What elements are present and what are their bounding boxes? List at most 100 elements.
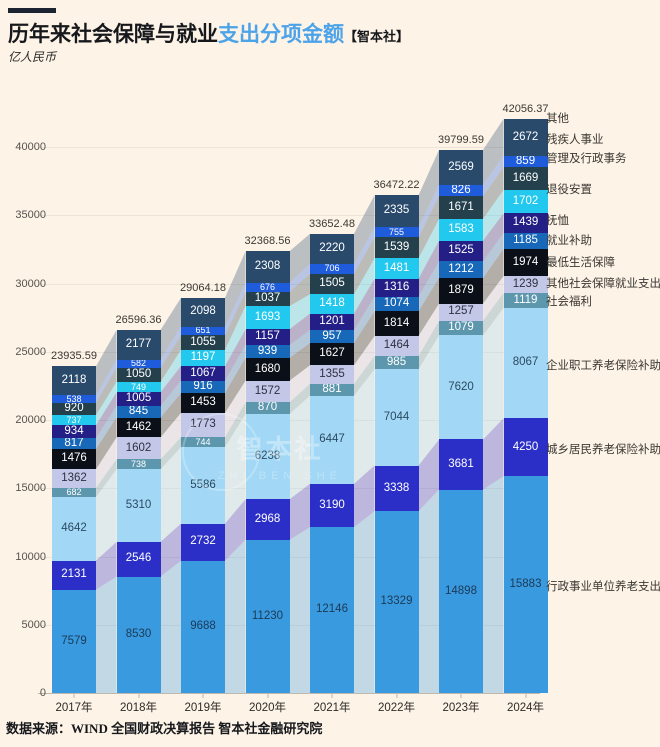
bar-segment[interactable]: 1055: [181, 335, 225, 350]
bar-segment[interactable]: 3338: [374, 465, 419, 512]
bar-segment[interactable]: 2546: [116, 541, 161, 577]
bar-segment[interactable]: 582: [116, 359, 161, 368]
bar-segment[interactable]: 706: [310, 264, 354, 274]
bar-segment[interactable]: 1879: [439, 277, 483, 304]
bar-segment[interactable]: 1439: [503, 213, 548, 233]
legend-item[interactable]: 就业补助: [546, 235, 592, 247]
legend-item[interactable]: 其他: [546, 113, 569, 125]
bar-segment[interactable]: 1481: [374, 258, 419, 279]
bar-segment[interactable]: 4250: [503, 418, 548, 477]
bar-segment[interactable]: 1583: [439, 219, 483, 241]
bar-segment[interactable]: 12146: [310, 527, 354, 693]
bar-segment[interactable]: 1362: [52, 469, 96, 488]
bar-segment[interactable]: 1525: [439, 240, 483, 262]
bar-segment[interactable]: 1185: [503, 232, 548, 250]
bar-column[interactable]: 2118 538 920 737 934 817 1476 1362 682 4642 2131 75…: [51, 350, 97, 714]
bar-segment[interactable]: 6238: [245, 414, 290, 500]
bar-segment[interactable]: 881: [310, 383, 354, 396]
bar-segment[interactable]: 2968: [245, 499, 290, 540]
bar-segment[interactable]: 682: [52, 487, 96, 498]
bar-segment[interactable]: 845: [116, 406, 161, 418]
bar-segment[interactable]: 1462: [116, 417, 161, 438]
bar-segment[interactable]: 2177: [116, 330, 161, 360]
bar-column[interactable]: 2672 859 1669 1702 1439 1185 1974 1239 1119 8067 4…: [503, 103, 549, 714]
bar-segment[interactable]: 651: [181, 326, 225, 336]
bar-segment[interactable]: 8530: [116, 576, 161, 693]
bar-segment[interactable]: 1005: [116, 392, 161, 407]
bar-segment[interactable]: 1355: [310, 365, 354, 384]
bar-segment[interactable]: 826: [439, 184, 483, 197]
bar-segment[interactable]: 985: [374, 356, 419, 370]
bar-segment[interactable]: 939: [245, 345, 290, 358]
bar-segment[interactable]: 15883: [503, 476, 548, 693]
bar-segment[interactable]: 2220: [310, 233, 354, 265]
bar-segment[interactable]: 2118: [52, 366, 96, 396]
legend-item[interactable]: 其他社会保障就业支出: [546, 278, 660, 290]
bar-segment[interactable]: 9688: [181, 560, 225, 693]
bar-segment[interactable]: 957: [310, 330, 354, 344]
bar-segment[interactable]: 1669: [503, 167, 548, 191]
bar-segment[interactable]: 11230: [245, 539, 290, 693]
bar-segment[interactable]: 8067: [503, 308, 548, 419]
bar-segment[interactable]: 1197: [181, 349, 225, 367]
bar-segment[interactable]: 1212: [439, 261, 483, 278]
bar-segment[interactable]: 1680: [245, 357, 290, 381]
bar-segment[interactable]: 7579: [52, 589, 96, 693]
bar-segment[interactable]: 1201: [310, 313, 354, 330]
legend-item[interactable]: 退役安置: [546, 184, 592, 196]
bar-segment[interactable]: 14898: [439, 489, 483, 693]
bar-segment[interactable]: 1814: [374, 311, 419, 337]
bar-segment[interactable]: 1693: [245, 306, 290, 330]
bar-column[interactable]: 2569 826 1671 1583 1525 1212 1879 1257 1079 7620 3…: [438, 134, 484, 714]
bar-segment[interactable]: 1418: [310, 294, 354, 314]
bar-column[interactable]: 2335 755 1539 1481 1316 1074 1814 1464 985 7044 33…: [374, 179, 420, 714]
bar-segment[interactable]: 2335: [374, 195, 419, 228]
bar-segment[interactable]: 755: [374, 227, 419, 238]
bar-segment[interactable]: 1157: [245, 329, 290, 346]
bar-segment[interactable]: 859: [503, 155, 548, 168]
bar-segment[interactable]: 1539: [374, 237, 419, 259]
bar-segment[interactable]: 1702: [503, 190, 548, 214]
bar-segment[interactable]: 1464: [374, 336, 419, 356]
bar-segment[interactable]: 1316: [374, 278, 419, 297]
bar-segment[interactable]: 1239: [503, 276, 548, 293]
bar-segment[interactable]: 817: [52, 438, 96, 450]
bar-column[interactable]: 2098 651 1055 1197 1067 916 1453 1773 744 5586 273…: [180, 282, 226, 714]
bar-segment[interactable]: 2732: [181, 523, 225, 561]
bar-segment[interactable]: 1257: [439, 303, 483, 321]
bar-segment[interactable]: 2131: [52, 560, 96, 590]
bar-segment[interactable]: 1050: [116, 367, 161, 383]
legend-item[interactable]: 最低生活保障: [546, 257, 615, 269]
bar-segment[interactable]: 3681: [439, 439, 483, 490]
bar-segment[interactable]: 676: [245, 282, 290, 293]
bar-segment[interactable]: 538: [52, 395, 96, 403]
bar-segment[interactable]: 2672: [503, 119, 548, 156]
bar-segment[interactable]: 870: [245, 402, 290, 415]
bar-segment[interactable]: 916: [181, 380, 225, 394]
legend-item[interactable]: 行政事业单位养老支出: [546, 581, 660, 593]
bar-segment[interactable]: 934: [52, 425, 96, 438]
bar-segment[interactable]: 1079: [439, 320, 483, 336]
bar-segment[interactable]: 2098: [181, 297, 225, 327]
bar-segment[interactable]: 7620: [439, 335, 483, 440]
bar-segment[interactable]: 1453: [181, 393, 225, 413]
bar-segment[interactable]: 13329: [374, 511, 419, 693]
legend-item[interactable]: 社会福利: [546, 296, 592, 308]
legend-item[interactable]: 企业职工养老保险补助: [546, 360, 660, 372]
bar-column[interactable]: 2177 582 1050 749 1005 845 1462 1602 738 5310 2546…: [116, 314, 162, 714]
bar-segment[interactable]: 1476: [52, 449, 96, 470]
bar-segment[interactable]: 2308: [245, 251, 290, 283]
bar-segment[interactable]: 5586: [181, 447, 225, 524]
bar-segment[interactable]: 1627: [310, 343, 354, 366]
legend-item[interactable]: 抚恤: [546, 215, 569, 227]
bar-segment[interactable]: 1974: [503, 249, 548, 276]
bar-column[interactable]: 2308 676 1037 1693 1157 939 1680 1572 870 6238 296…: [245, 235, 291, 714]
bar-segment[interactable]: 4642: [52, 497, 96, 561]
bar-segment[interactable]: 7044: [374, 369, 419, 466]
bar-segment[interactable]: 920: [52, 402, 96, 416]
bar-segment[interactable]: 1572: [245, 380, 290, 403]
legend-item[interactable]: 残疾人事业: [546, 134, 604, 146]
bar-segment[interactable]: 1505: [310, 273, 354, 295]
bar-segment[interactable]: 5310: [116, 469, 161, 542]
bar-segment[interactable]: 6447: [310, 395, 354, 484]
